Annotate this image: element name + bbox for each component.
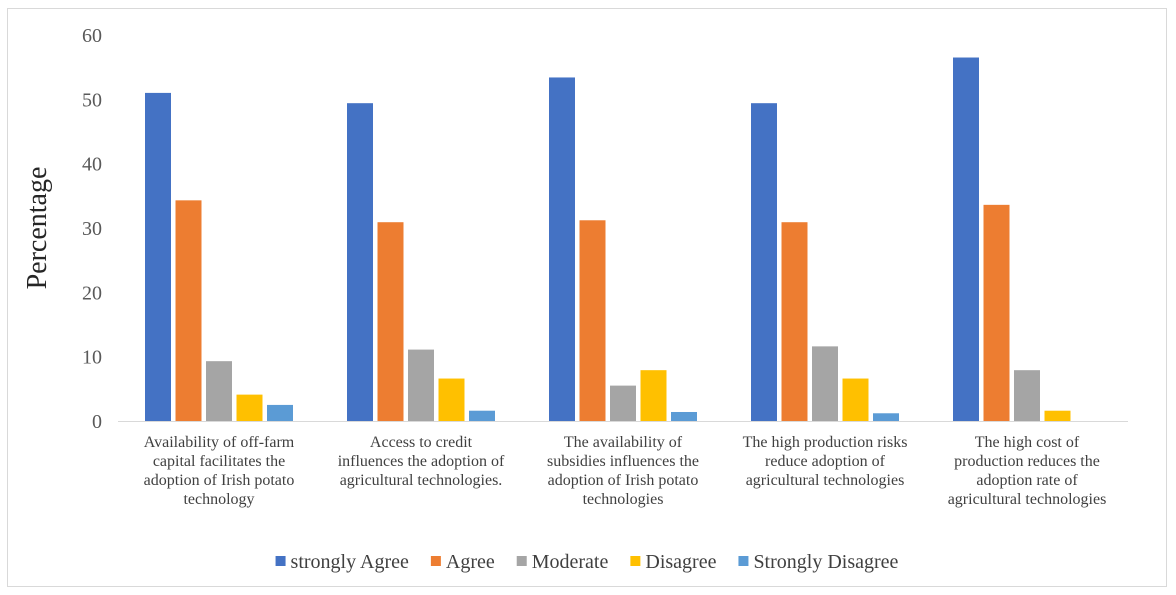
bar <box>1044 410 1071 421</box>
x-category-label: Availability of off-farm capital facilita… <box>144 434 295 508</box>
legend-item: strongly Agree <box>275 551 409 573</box>
legend-swatch <box>275 556 286 566</box>
legend-label: Moderate <box>532 551 609 573</box>
bars <box>145 57 1071 422</box>
legend-label: Strongly Disagree <box>753 551 898 573</box>
bar <box>671 411 697 421</box>
bar <box>1014 370 1040 421</box>
legend-label: Agree <box>446 551 495 573</box>
bar <box>408 349 434 421</box>
y-tick-label: 10 <box>82 347 102 369</box>
bar <box>579 220 606 421</box>
bar <box>175 200 202 421</box>
legend-item: Strongly Disagree <box>738 551 899 573</box>
bar <box>236 394 263 421</box>
y-axis-title: Percentage <box>22 167 53 290</box>
bar <box>640 370 667 421</box>
bar <box>781 222 808 421</box>
bar <box>953 57 979 422</box>
bar <box>267 404 293 421</box>
legend-label: Disagree <box>645 551 716 573</box>
y-axis-title-group: Percentage <box>22 167 53 290</box>
bar <box>842 378 869 421</box>
y-tick-label: 30 <box>82 218 102 240</box>
y-tick-label: 60 <box>82 25 102 47</box>
y-tick-label: 40 <box>82 154 102 176</box>
x-category-label: The high cost of production reduces the ad… <box>948 434 1107 508</box>
legend-item: Agree <box>430 551 495 573</box>
y-tick-label: 50 <box>82 89 102 111</box>
legend-item: Moderate <box>516 551 609 573</box>
x-category-label: The availability of subsidies influences … <box>547 434 699 508</box>
legend: strongly Agree Agree Moderate Disagree Stron… <box>275 551 899 573</box>
x-category-labels: Availability of off-farm capital facilita… <box>144 434 1107 508</box>
legend-label: strongly Agree <box>291 551 409 573</box>
y-tick-labels: 0 10 20 30 40 50 60 <box>82 25 102 433</box>
legend-swatch <box>516 556 527 566</box>
chart-frame <box>7 8 1167 587</box>
bar <box>812 346 838 421</box>
legend-swatch <box>430 556 441 566</box>
x-category-label: The high production risks reduce adoption… <box>743 434 908 489</box>
y-tick-label: 0 <box>92 411 102 433</box>
legend-item: Disagree <box>630 551 717 573</box>
bar <box>469 410 495 421</box>
legend-swatch <box>738 556 749 566</box>
bar <box>751 103 777 421</box>
bar <box>610 385 636 421</box>
bar <box>145 92 171 422</box>
x-category-label: Access to credit influences the adoption … <box>338 434 505 489</box>
y-tick-label: 20 <box>82 282 102 304</box>
bar <box>983 204 1010 421</box>
legend-swatch <box>630 556 641 566</box>
bar <box>377 222 404 421</box>
bar <box>873 413 899 421</box>
bar <box>347 103 373 421</box>
bar <box>549 77 575 422</box>
bar <box>438 378 465 421</box>
bar <box>206 361 232 421</box>
